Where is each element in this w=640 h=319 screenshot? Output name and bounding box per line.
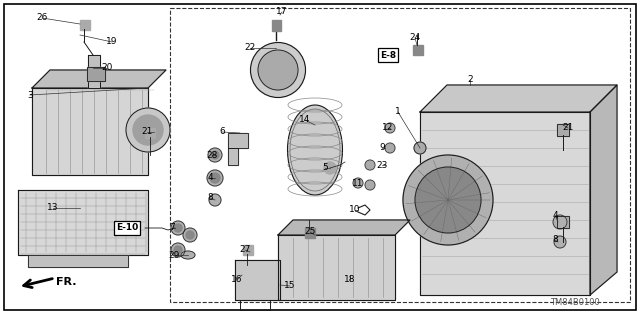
Circle shape [403,155,493,245]
FancyBboxPatch shape [87,67,105,81]
Text: 28: 28 [206,151,218,160]
Text: 5: 5 [322,164,328,173]
Circle shape [324,162,336,174]
Ellipse shape [250,42,305,98]
Circle shape [365,160,375,170]
Text: 19: 19 [106,38,118,47]
Text: 3: 3 [27,91,33,100]
Circle shape [554,236,566,248]
Text: 17: 17 [276,8,288,17]
Polygon shape [28,255,128,267]
Circle shape [171,243,185,257]
Circle shape [126,108,170,152]
Circle shape [133,115,163,145]
Text: 6: 6 [219,128,225,137]
Polygon shape [88,55,100,88]
Polygon shape [235,260,280,300]
Circle shape [207,170,223,186]
Polygon shape [18,190,148,255]
Text: 27: 27 [239,246,251,255]
Text: 7: 7 [169,224,175,233]
FancyBboxPatch shape [243,244,253,255]
FancyBboxPatch shape [145,128,154,137]
Ellipse shape [258,50,298,90]
Polygon shape [228,148,238,165]
Text: 21: 21 [563,123,573,132]
Text: 1: 1 [395,108,401,116]
FancyBboxPatch shape [79,19,90,29]
Text: 15: 15 [284,281,296,291]
Text: 4: 4 [552,211,558,219]
Text: 25: 25 [304,227,316,236]
Polygon shape [278,220,410,235]
Circle shape [210,173,220,183]
FancyBboxPatch shape [305,227,314,238]
Circle shape [174,246,182,254]
Text: 9: 9 [379,144,385,152]
Text: 22: 22 [244,43,255,53]
Text: 8: 8 [552,235,558,244]
Circle shape [174,224,182,232]
Text: 16: 16 [231,276,243,285]
Circle shape [211,151,219,159]
Text: 13: 13 [47,204,59,212]
Text: 4: 4 [207,174,213,182]
Text: 2: 2 [467,76,473,85]
Text: 10: 10 [349,205,361,214]
FancyBboxPatch shape [271,19,280,31]
Circle shape [186,231,194,239]
Circle shape [171,221,185,235]
Text: TM84B0100: TM84B0100 [550,298,600,307]
Ellipse shape [287,105,342,195]
Circle shape [209,194,221,206]
Polygon shape [420,85,617,112]
FancyBboxPatch shape [557,216,569,228]
FancyBboxPatch shape [557,124,569,136]
Text: 14: 14 [300,115,310,124]
Circle shape [208,148,222,162]
Circle shape [553,215,567,229]
Text: 8: 8 [207,194,213,203]
Circle shape [415,167,481,233]
Circle shape [414,142,426,154]
Text: 24: 24 [410,33,420,42]
Text: 29: 29 [168,250,180,259]
Polygon shape [228,133,248,148]
Polygon shape [32,70,166,88]
Polygon shape [590,85,617,295]
Text: E-8: E-8 [380,50,396,60]
Polygon shape [278,235,395,300]
Polygon shape [420,112,590,295]
Bar [170,8,630,302]
Circle shape [365,180,375,190]
Text: E-10: E-10 [116,224,138,233]
Circle shape [353,178,363,188]
Circle shape [385,123,395,133]
Text: 26: 26 [36,13,48,23]
Text: 23: 23 [376,160,388,169]
Text: 11: 11 [352,179,364,188]
Circle shape [183,228,197,242]
Text: 18: 18 [344,276,356,285]
Text: FR.: FR. [56,277,77,287]
Circle shape [385,143,395,153]
Ellipse shape [181,251,195,259]
FancyBboxPatch shape [413,44,422,55]
Polygon shape [32,88,148,175]
Text: 21: 21 [141,128,153,137]
Text: 12: 12 [382,123,394,132]
Text: 20: 20 [101,63,113,72]
